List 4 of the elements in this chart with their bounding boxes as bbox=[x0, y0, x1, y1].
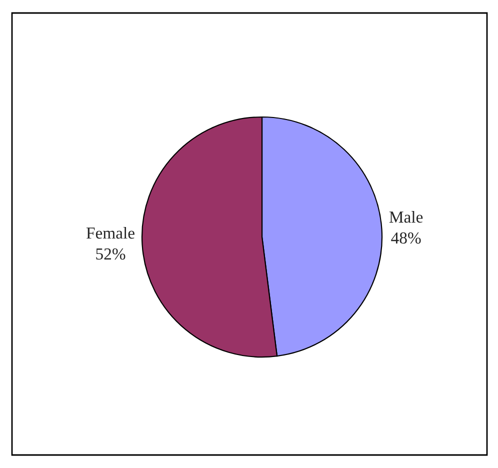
slice-label: Male bbox=[389, 211, 423, 223]
slice-label: Female bbox=[86, 226, 134, 239]
data-label: 48% bbox=[391, 232, 421, 244]
data-label: 52% bbox=[96, 248, 126, 260]
